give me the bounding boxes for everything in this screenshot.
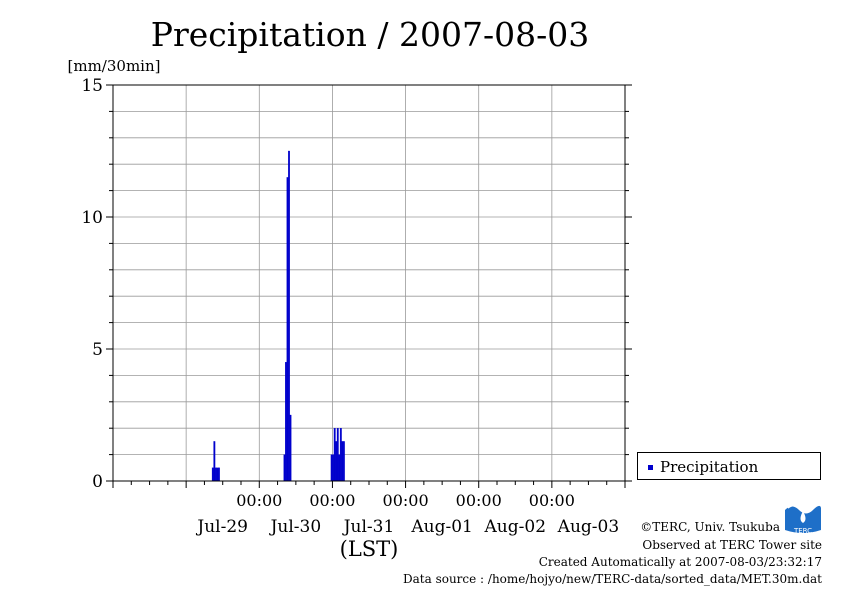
axes: 0 5 10 15 00:00 00:00 00:00 00:00 00:00 Jul-29 Jul… xyxy=(81,76,632,537)
grid-lines xyxy=(113,85,625,481)
y-axis-label: [mm/30min] xyxy=(68,57,161,75)
precip-bar xyxy=(341,441,344,482)
x-date-label: Jul-30 xyxy=(269,517,322,537)
y-tick-label: 5 xyxy=(92,340,103,360)
legend-swatch xyxy=(648,465,653,470)
x-date-label: Aug-01 xyxy=(410,517,472,537)
terc-logo: TERC xyxy=(785,504,821,535)
precip-bar xyxy=(217,467,220,482)
logo-text: TERC xyxy=(793,527,812,535)
x-axis-label: (LST) xyxy=(340,537,399,561)
bar-series xyxy=(211,150,345,482)
precip-bar xyxy=(286,177,289,482)
precip-bar xyxy=(288,150,290,482)
credit-site: Observed at TERC Tower site xyxy=(642,538,822,552)
precip-bar xyxy=(330,454,333,482)
precip-bar xyxy=(338,454,341,482)
x-time-label: 00:00 xyxy=(383,491,429,510)
plot-frame xyxy=(112,84,626,482)
precip-bar xyxy=(216,467,219,482)
legend-label: Precipitation xyxy=(660,458,759,476)
credit-copyright: ©TERC, Univ. Tsukuba xyxy=(640,520,780,534)
x-date-label: Jul-29 xyxy=(195,517,248,537)
credit-created: Created Automatically at 2007-08-03/23:3… xyxy=(538,555,822,569)
precip-bar xyxy=(285,362,287,482)
credit-source: Data source : /home/hojyo/new/TERC-data/… xyxy=(403,572,822,586)
x-date-label: Jul-31 xyxy=(342,517,395,537)
precip-bar xyxy=(342,441,345,482)
x-time-label: 00:00 xyxy=(529,491,575,510)
precip-bar xyxy=(211,467,214,482)
chart-title: Precipitation / 2007-08-03 xyxy=(151,15,589,54)
precip-bar xyxy=(336,428,339,482)
y-tick-label: 15 xyxy=(81,76,103,96)
precip-bar xyxy=(213,441,216,482)
legend: Precipitation xyxy=(637,452,821,480)
precip-bar xyxy=(335,441,338,482)
precip-bar xyxy=(289,414,292,482)
precip-bar xyxy=(339,428,342,482)
y-tick-label: 0 xyxy=(92,472,103,492)
x-time-label: 00:00 xyxy=(236,491,282,510)
x-time-label: 00:00 xyxy=(456,491,502,510)
x-date-label: Aug-03 xyxy=(557,517,619,537)
precip-bar xyxy=(214,467,217,482)
x-time-label: 00:00 xyxy=(309,491,355,510)
y-tick-label: 10 xyxy=(81,208,103,228)
x-date-label: Aug-02 xyxy=(484,517,546,537)
precip-bar xyxy=(332,454,335,482)
precip-bar xyxy=(283,454,286,482)
precip-bar xyxy=(333,428,336,482)
